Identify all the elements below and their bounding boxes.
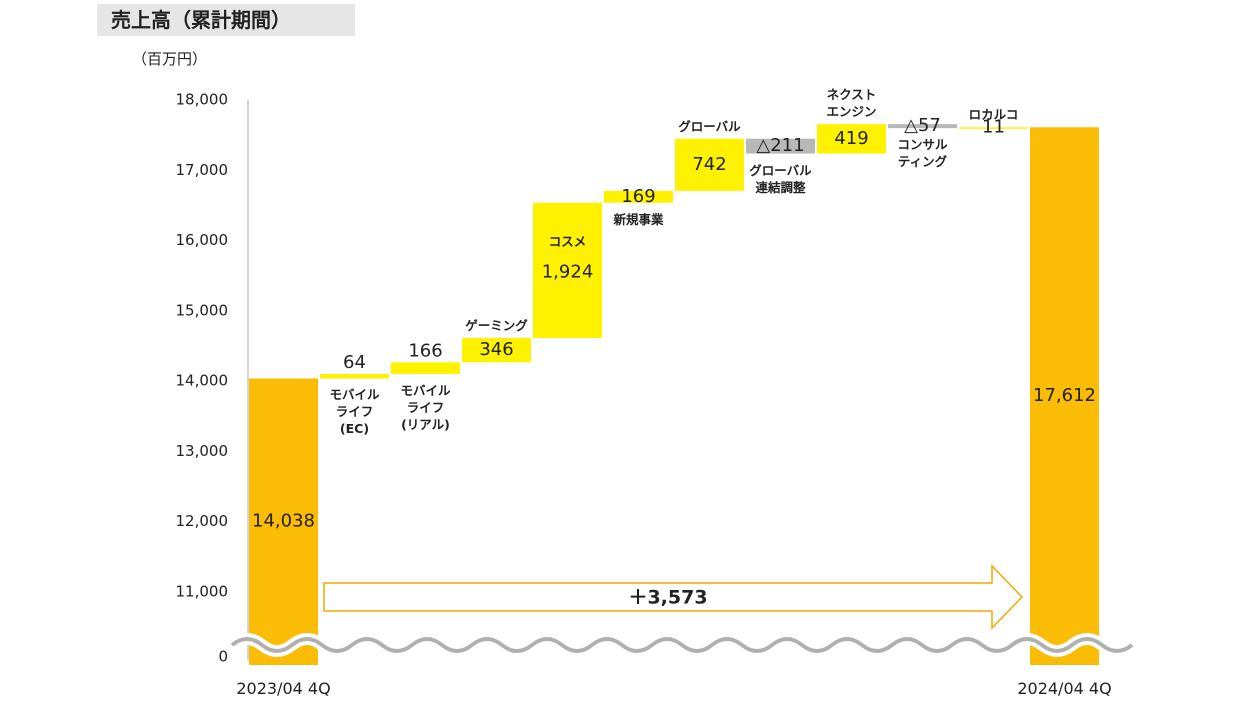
bar xyxy=(675,138,744,191)
category-label: モバイル ライフ (リアル) xyxy=(400,382,451,432)
category-label: グローバル xyxy=(678,118,741,134)
value-label: 17,612 xyxy=(1033,385,1096,406)
y-tick-label: 0 xyxy=(218,648,228,666)
y-tick-label: 17,000 xyxy=(176,161,229,179)
value-label: 346 xyxy=(479,339,513,360)
value-label: 1,924 xyxy=(542,261,594,282)
bar xyxy=(533,202,602,338)
category-label: ゲーミング xyxy=(465,317,528,333)
value-label: 742 xyxy=(692,154,726,175)
value-label: 14,038 xyxy=(252,511,315,532)
value-label: 166 xyxy=(408,340,442,361)
value-label: 11 xyxy=(982,117,1005,138)
value-label: 169 xyxy=(621,186,655,207)
bar xyxy=(320,373,389,379)
value-label: △57 xyxy=(904,115,941,136)
category-label: モバイル ライフ (EC) xyxy=(329,387,380,437)
annotation: ＋3,573 xyxy=(628,587,707,609)
category-label: グローバル 連結調整 xyxy=(749,162,812,195)
y-tick-label: 18,000 xyxy=(176,91,229,109)
value-label: 64 xyxy=(343,352,366,373)
bar xyxy=(391,362,460,374)
bar xyxy=(959,127,1028,129)
bar xyxy=(817,124,886,154)
category-label: ネクスト エンジン xyxy=(826,87,877,120)
bar xyxy=(888,124,957,129)
unit-label: （百万円） xyxy=(132,50,208,68)
y-tick-label: 14,000 xyxy=(176,372,229,390)
x-tick-label: 2024/04 4Q xyxy=(1017,679,1112,698)
bar xyxy=(462,337,531,363)
y-tick-label: 12,000 xyxy=(176,512,229,530)
category-label: ロカルコ xyxy=(968,107,1019,123)
bar xyxy=(604,190,673,203)
axis-break xyxy=(230,637,1134,653)
category-label: コスメ xyxy=(548,233,587,249)
bar xyxy=(249,378,318,665)
bar xyxy=(746,138,815,154)
y-tick-label: 15,000 xyxy=(176,301,229,319)
bar xyxy=(1030,127,1099,665)
value-label: 419 xyxy=(834,128,868,149)
growth-arrow xyxy=(323,564,1024,630)
y-tick-label: 13,000 xyxy=(176,442,229,460)
chart-title: 売上高（累計期間） xyxy=(97,4,355,36)
value-label: △211 xyxy=(756,135,804,156)
y-tick-label: 16,000 xyxy=(176,231,229,249)
category-label: 新規事業 xyxy=(613,211,664,227)
x-tick-label: 2023/04 4Q xyxy=(236,679,331,698)
category-label: コンサル ティング xyxy=(897,137,948,170)
y-tick-label: 11,000 xyxy=(176,583,229,601)
